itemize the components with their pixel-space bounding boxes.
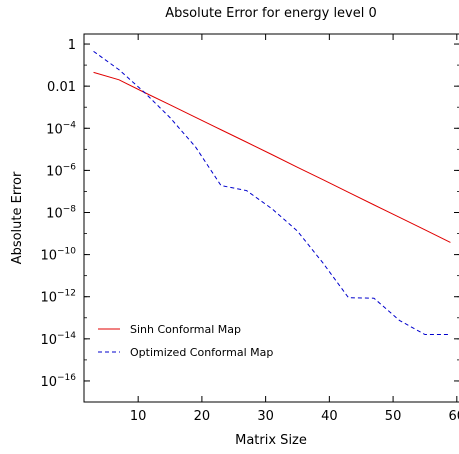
y-tick-label: 10−16: [40, 373, 76, 390]
y-tick-label: 10−8: [46, 204, 76, 221]
series-line-0: [93, 71, 451, 243]
x-tick-label: 50: [385, 409, 402, 424]
plot-frame: [83, 33, 459, 403]
x-tick-label: 40: [321, 409, 338, 424]
y-tick-label: 10−14: [40, 331, 76, 348]
legend-label-optimized: Optimized Conformal Map: [130, 346, 273, 359]
y-tick-label: 10−6: [46, 162, 76, 179]
y-tick-label: 10−10: [40, 247, 76, 264]
legend-label-sinh: Sinh Conformal Map: [130, 323, 241, 336]
x-axis-label: Matrix Size: [235, 433, 307, 448]
series-line-1: [93, 50, 451, 336]
y-tick-label: 10−12: [40, 289, 76, 306]
y-tick-label: 1: [68, 38, 76, 53]
x-tick-label: 60: [449, 409, 459, 424]
x-tick-label: 10: [130, 409, 147, 424]
x-tick-label: 20: [194, 409, 211, 424]
plot-area: [93, 50, 451, 336]
chart-title: Absolute Error for energy level 0: [165, 6, 377, 21]
legend: Sinh Conformal Map Optimized Conformal M…: [98, 323, 273, 359]
y-tick-label: 0.01: [47, 80, 76, 95]
y-tick-label: 10−4: [46, 120, 76, 137]
x-tick-label: 30: [257, 409, 274, 424]
y-axis-label: Absolute Error: [10, 171, 25, 264]
